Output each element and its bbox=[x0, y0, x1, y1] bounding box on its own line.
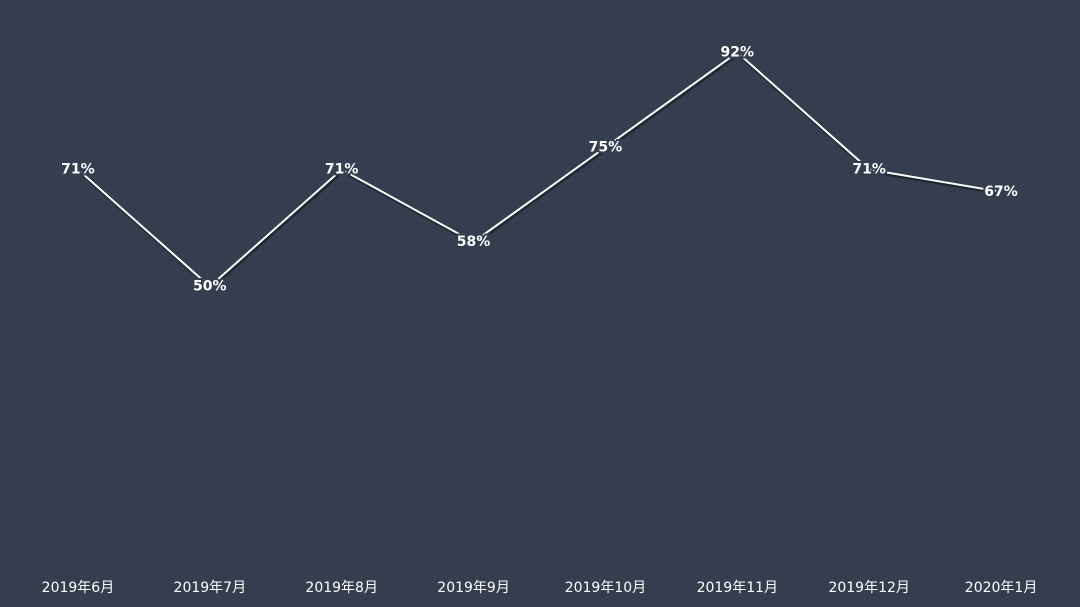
x-tick-label: 2019年10月 bbox=[565, 580, 646, 596]
value-label: 50% bbox=[193, 279, 227, 295]
x-tick-label: 2019年11月 bbox=[697, 580, 778, 596]
value-label: 75% bbox=[589, 139, 623, 155]
x-tick-label: 2019年7月 bbox=[174, 580, 247, 596]
x-tick-label: 2019年9月 bbox=[437, 580, 510, 596]
value-label: 67% bbox=[984, 184, 1018, 200]
value-label: 71% bbox=[325, 162, 359, 178]
value-label: 71% bbox=[61, 162, 95, 178]
data-line bbox=[77, 51, 1002, 288]
x-tick-label: 2020年1月 bbox=[965, 580, 1038, 596]
value-label: 71% bbox=[852, 162, 886, 178]
value-label: 92% bbox=[721, 45, 755, 61]
x-tick-label: 2019年12月 bbox=[828, 580, 909, 596]
x-tick-label: 2019年8月 bbox=[305, 580, 378, 596]
value-label: 58% bbox=[457, 234, 491, 250]
x-tick-label: 2019年6月 bbox=[42, 580, 115, 596]
